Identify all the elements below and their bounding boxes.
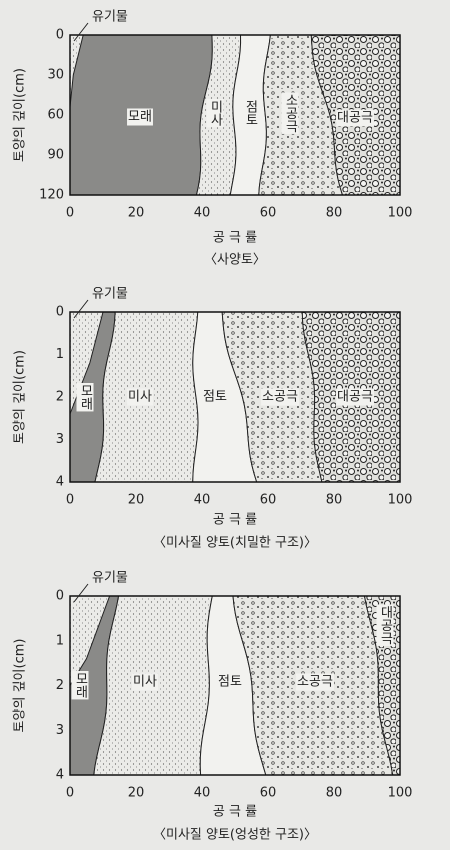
label-bg (127, 108, 153, 126)
leader-line (73, 583, 89, 603)
region-label: 소공극 (262, 390, 298, 405)
plot-frame (69, 311, 401, 483)
plot-frame (69, 595, 401, 776)
label-bg (132, 673, 158, 691)
region-label: 미사 (208, 100, 223, 126)
label-bg (76, 383, 94, 412)
x-tick-label: 0 (66, 206, 74, 221)
y-axis-label: 토양의 깊이(cm) (13, 639, 28, 733)
x-axis-label: 공 극 률 (213, 513, 257, 528)
x-axis-label: 공 극 률 (213, 231, 257, 246)
x-tick-label: 0 (66, 493, 74, 508)
x-tick-label: 60 (260, 786, 277, 801)
x-tick-label: 0 (66, 786, 74, 801)
organic-label: 유기물 (92, 287, 128, 302)
y-axis-label: 토양의 깊이(cm) (13, 68, 28, 162)
x-tick-label: 80 (326, 493, 343, 508)
y-tick-label: 1 (56, 347, 64, 362)
label-bg (217, 673, 243, 691)
label-bg (206, 99, 224, 128)
region-label: 미사 (128, 390, 152, 405)
y-tick-label: 0 (56, 589, 64, 604)
region-label: 점토 (243, 100, 258, 126)
x-tick-label: 100 (388, 786, 413, 801)
label-bg (241, 99, 259, 127)
region-label: 소공극 (283, 94, 298, 133)
y-tick-label: 3 (56, 432, 64, 447)
region-label: 점토 (203, 390, 227, 405)
plot-frame (69, 34, 401, 196)
x-tick-label: 40 (194, 206, 211, 221)
organic-label: 유기물 (92, 10, 128, 25)
y-tick-label: 4 (56, 768, 64, 783)
y-tick-label: 90 (47, 148, 64, 163)
y-tick-label: 1 (56, 633, 64, 648)
y-tick-label: 3 (56, 723, 64, 738)
x-tick-label: 80 (326, 786, 343, 801)
panel-title: 〈미사질 양토(치밀한 구조)〉 (153, 536, 317, 551)
label-bg (261, 388, 299, 406)
y-tick-label: 0 (56, 305, 64, 320)
region-label: 모래 (78, 384, 93, 410)
label-bg (202, 388, 228, 406)
region-label: 모래 (73, 672, 88, 698)
region-label: 미사 (133, 675, 157, 690)
x-tick-label: 100 (388, 493, 413, 508)
label-bg (296, 673, 334, 691)
region-label: 소공극 (297, 675, 333, 690)
region-label: 모래 (128, 110, 152, 125)
x-tick-label: 40 (194, 786, 211, 801)
x-tick-label: 100 (388, 206, 413, 221)
y-axis-label: 토양의 깊이(cm) (13, 350, 28, 444)
region-label: 점토 (218, 675, 242, 690)
y-tick-label: 30 (47, 68, 64, 83)
x-axis-label: 공 극 률 (213, 805, 257, 820)
x-tick-label: 80 (326, 206, 343, 221)
region-label: 대공극 (337, 111, 373, 126)
region-label: 대공극 (337, 390, 373, 405)
x-tick-label: 40 (194, 493, 211, 508)
leader-line (73, 299, 89, 319)
label-bg (336, 109, 374, 127)
panel-title: 〈미사질 양토(엉성한 구조)〉 (153, 828, 317, 843)
x-tick-label: 60 (260, 493, 277, 508)
label-bg (376, 604, 394, 646)
leader-line (73, 22, 89, 42)
label-bg (281, 92, 299, 134)
y-tick-label: 60 (47, 108, 64, 123)
x-tick-label: 20 (128, 493, 145, 508)
y-tick-label: 2 (56, 678, 64, 693)
x-tick-label: 60 (260, 206, 277, 221)
organic-label: 유기물 (92, 571, 128, 586)
y-tick-label: 120 (39, 188, 64, 203)
y-tick-label: 4 (56, 475, 64, 490)
x-tick-label: 20 (128, 206, 145, 221)
panel-title: 〈사양토〉 (204, 253, 266, 268)
y-tick-label: 0 (56, 28, 64, 43)
x-tick-label: 20 (128, 786, 145, 801)
label-bg (71, 671, 89, 700)
y-tick-label: 2 (56, 390, 64, 405)
label-bg (127, 388, 153, 406)
region-label: 대공극 (378, 606, 393, 645)
label-bg (336, 388, 374, 406)
